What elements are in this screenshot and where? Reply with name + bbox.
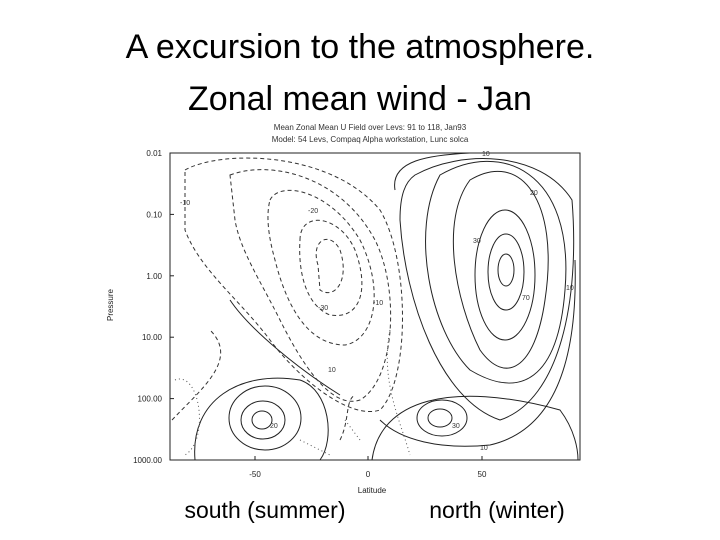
y-tick-label: 1.00 [146,272,162,281]
x-tick-label: -50 [249,470,261,479]
caption: north (winter) [429,497,564,523]
contour-figure: Mean Zonal Mean U Field over Levs: 91 to… [106,123,581,495]
contour-label: 20 [270,423,278,430]
y-tick-label: 100.00 [138,395,163,404]
contour-label: 10 [482,151,490,158]
y-tick-label: 0.10 [146,210,162,219]
contour-label: -30 [318,305,328,312]
contour-label: 10 [328,367,336,374]
contour-label: 70 [522,295,530,302]
contour-label: 20 [530,190,538,197]
figure-header: Model: 54 Levs, Compaq Alpha workstation… [272,135,469,144]
title-line: A excursion to the atmosphere. [126,28,595,66]
plot-frame [169,152,581,461]
contour-label: -10 [373,300,383,307]
contour-label: 30 [473,238,481,245]
y-tick-label: 0.01 [146,149,162,158]
caption: south (summer) [184,497,345,523]
y-tick-label: 10.00 [142,333,163,342]
y-axis-label: Pressure [106,288,115,321]
figure-header: Mean Zonal Mean U Field over Levs: 91 to… [274,123,467,132]
x-tick-label: 0 [366,470,371,479]
contour-label: -10 [180,200,190,207]
contour-labels: -10 -20 -30 -10 10 10 20 30 70 10 10 20 … [180,151,574,452]
contours [171,152,579,461]
title-line: Zonal mean wind - Jan [188,80,532,118]
contour-label: -20 [308,208,318,215]
contour-label: 30 [452,423,460,430]
contour-label: 10 [480,445,488,452]
contour-label: 10 [566,285,574,292]
x-axis-label: Latitude [358,486,387,495]
y-tick-label: 1000.00 [133,456,162,465]
x-tick-label: 50 [478,470,487,479]
